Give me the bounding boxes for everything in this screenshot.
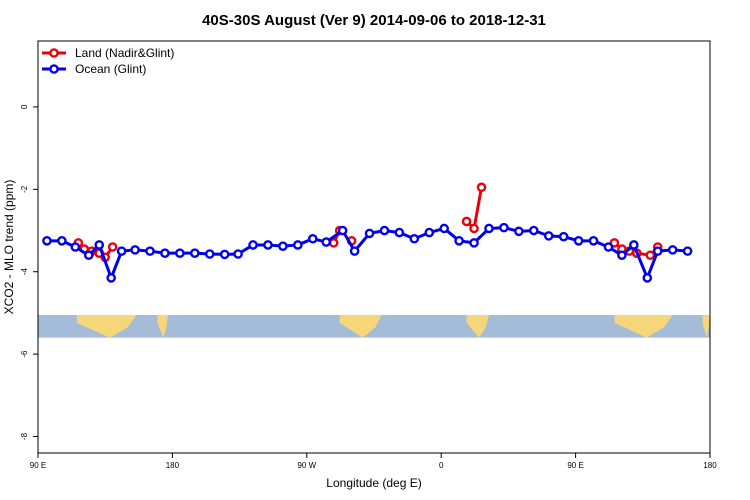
data-point xyxy=(409,233,420,244)
data-point xyxy=(94,240,105,250)
x-tick-label: 180 xyxy=(703,461,717,470)
data-point xyxy=(278,241,288,251)
plot-frame xyxy=(37,40,711,454)
data-point xyxy=(645,250,656,261)
legend-marker xyxy=(49,64,59,74)
series-line xyxy=(46,226,688,280)
data-point xyxy=(461,216,472,227)
data-point xyxy=(233,249,243,259)
y-axis-label: XCO2 - MLO trend (ppm) xyxy=(2,180,16,315)
map-land xyxy=(614,314,673,338)
series-ocean xyxy=(42,222,693,283)
data-point xyxy=(321,237,332,247)
y-tick-label: -4 xyxy=(20,268,29,276)
data-point xyxy=(642,273,653,283)
data-point xyxy=(307,233,318,244)
data-point xyxy=(588,236,599,246)
data-point xyxy=(42,236,52,246)
data-point xyxy=(573,236,584,246)
y-tick-label: -2 xyxy=(20,185,29,193)
data-point xyxy=(263,240,273,250)
chart-title: 40S-30S August (Ver 9) 2014-09-06 to 201… xyxy=(202,12,546,29)
legend-marker xyxy=(49,48,59,58)
y-axis: 0 -2 -4 -6 -8 xyxy=(20,104,38,440)
data-point xyxy=(293,240,303,250)
data-point xyxy=(514,226,524,237)
data-point xyxy=(189,248,200,258)
data-point xyxy=(57,236,67,246)
data-point xyxy=(424,227,435,238)
x-tick-label: 90 E xyxy=(567,461,583,470)
data-point xyxy=(337,225,348,236)
map-band xyxy=(38,314,710,338)
legend-item: Ocean (Glint) xyxy=(42,62,146,76)
x-tick-label: 90 W xyxy=(297,461,316,470)
data-point xyxy=(476,182,487,193)
legend-item: Land (Nadir&Glint) xyxy=(42,46,174,60)
x-axis: 90 E 180 90 W 0 90 E 180 xyxy=(30,453,717,470)
data-point xyxy=(469,238,479,248)
data-point xyxy=(682,246,693,256)
data-point xyxy=(484,223,494,234)
map-land xyxy=(157,314,168,338)
x-axis-label: Longitude (deg E) xyxy=(326,476,421,490)
map-land xyxy=(339,314,382,338)
data-point xyxy=(175,248,185,258)
data-point xyxy=(219,249,230,260)
data-point xyxy=(145,246,155,256)
legend-label: Ocean (Glint) xyxy=(75,62,146,76)
data-point xyxy=(439,223,449,234)
data-point xyxy=(629,240,639,250)
x-tick-label: 90 E xyxy=(30,461,46,470)
legend: Land (Nadir&Glint) Ocean (Glint) xyxy=(42,46,174,76)
data-point xyxy=(83,250,94,261)
data-point xyxy=(454,236,464,246)
data-point xyxy=(499,222,509,233)
y-tick-label: -8 xyxy=(20,432,29,440)
series-layer xyxy=(42,182,693,283)
data-point xyxy=(130,245,140,255)
data-point xyxy=(107,242,118,252)
data-point xyxy=(116,246,127,256)
data-point xyxy=(349,246,360,256)
data-point xyxy=(667,245,678,255)
legend-label: Land (Nadir&Glint) xyxy=(75,46,174,60)
data-point xyxy=(70,242,81,252)
data-point xyxy=(617,250,627,261)
y-tick-label: -6 xyxy=(20,350,29,358)
map-land xyxy=(466,314,489,338)
data-point xyxy=(379,225,390,236)
data-point xyxy=(364,228,375,239)
data-point xyxy=(106,273,116,283)
data-point xyxy=(543,231,554,241)
data-point xyxy=(204,249,215,259)
map-land xyxy=(702,314,710,338)
x-tick-label: 180 xyxy=(166,461,180,470)
data-point xyxy=(603,242,614,252)
data-point xyxy=(652,246,663,256)
data-point xyxy=(469,223,479,234)
map-land xyxy=(76,314,137,338)
data-point xyxy=(248,240,258,250)
data-point xyxy=(160,248,170,258)
data-point xyxy=(394,227,405,238)
x-tick-label: 0 xyxy=(439,461,444,470)
data-point xyxy=(558,231,569,242)
data-point xyxy=(528,225,539,236)
y-tick-label: 0 xyxy=(20,104,29,109)
